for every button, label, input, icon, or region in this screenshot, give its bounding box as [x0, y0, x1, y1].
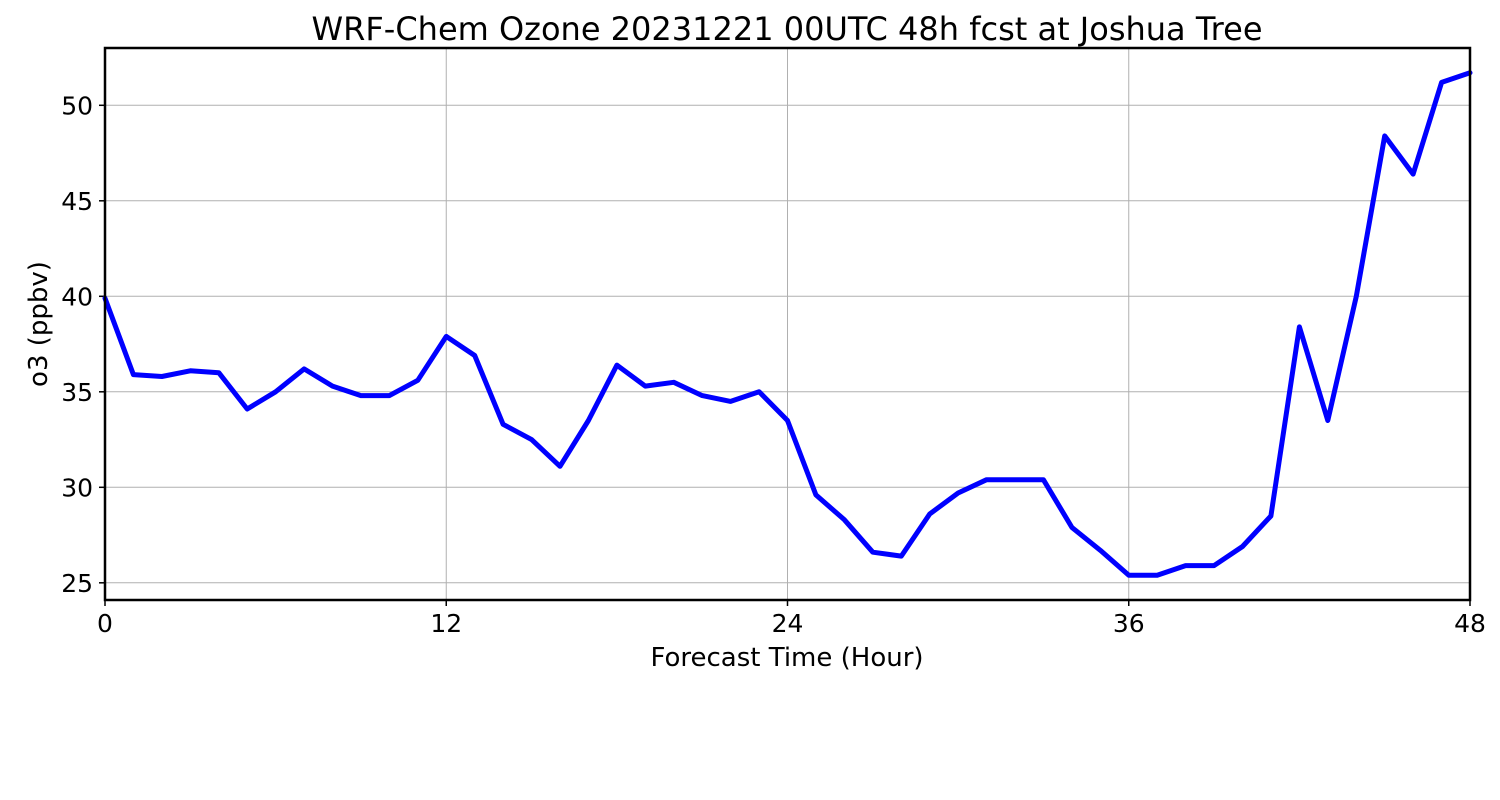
y-tick-label: 50	[61, 91, 93, 120]
x-tick-label: 0	[97, 609, 113, 638]
y-tick-label: 35	[61, 378, 93, 407]
grid	[104, 48, 1471, 600]
x-tick-label: 48	[1454, 609, 1486, 638]
chart-title: WRF-Chem Ozone 20231221 00UTC 48h fcst a…	[311, 10, 1262, 48]
axis-ticks	[99, 104, 1471, 606]
x-tick-label: 24	[772, 609, 804, 638]
y-axis-label: o3 (ppbv)	[24, 261, 54, 387]
y-tick-labels: 25 30 35 40 45 50	[61, 91, 93, 598]
x-tick-label: 36	[1113, 609, 1145, 638]
plot-frame	[103, 46, 1472, 602]
y-tick-label: 30	[61, 473, 93, 502]
y-tick-label: 40	[61, 282, 93, 311]
x-tick-labels: 0 12 24 36 48	[97, 609, 1486, 638]
y-tick-label: 45	[61, 187, 93, 216]
x-tick-label: 12	[430, 609, 462, 638]
x-axis-label: Forecast Time (Hour)	[650, 643, 923, 673]
y-tick-label: 25	[61, 569, 93, 598]
series-line-o3	[102, 70, 1473, 578]
